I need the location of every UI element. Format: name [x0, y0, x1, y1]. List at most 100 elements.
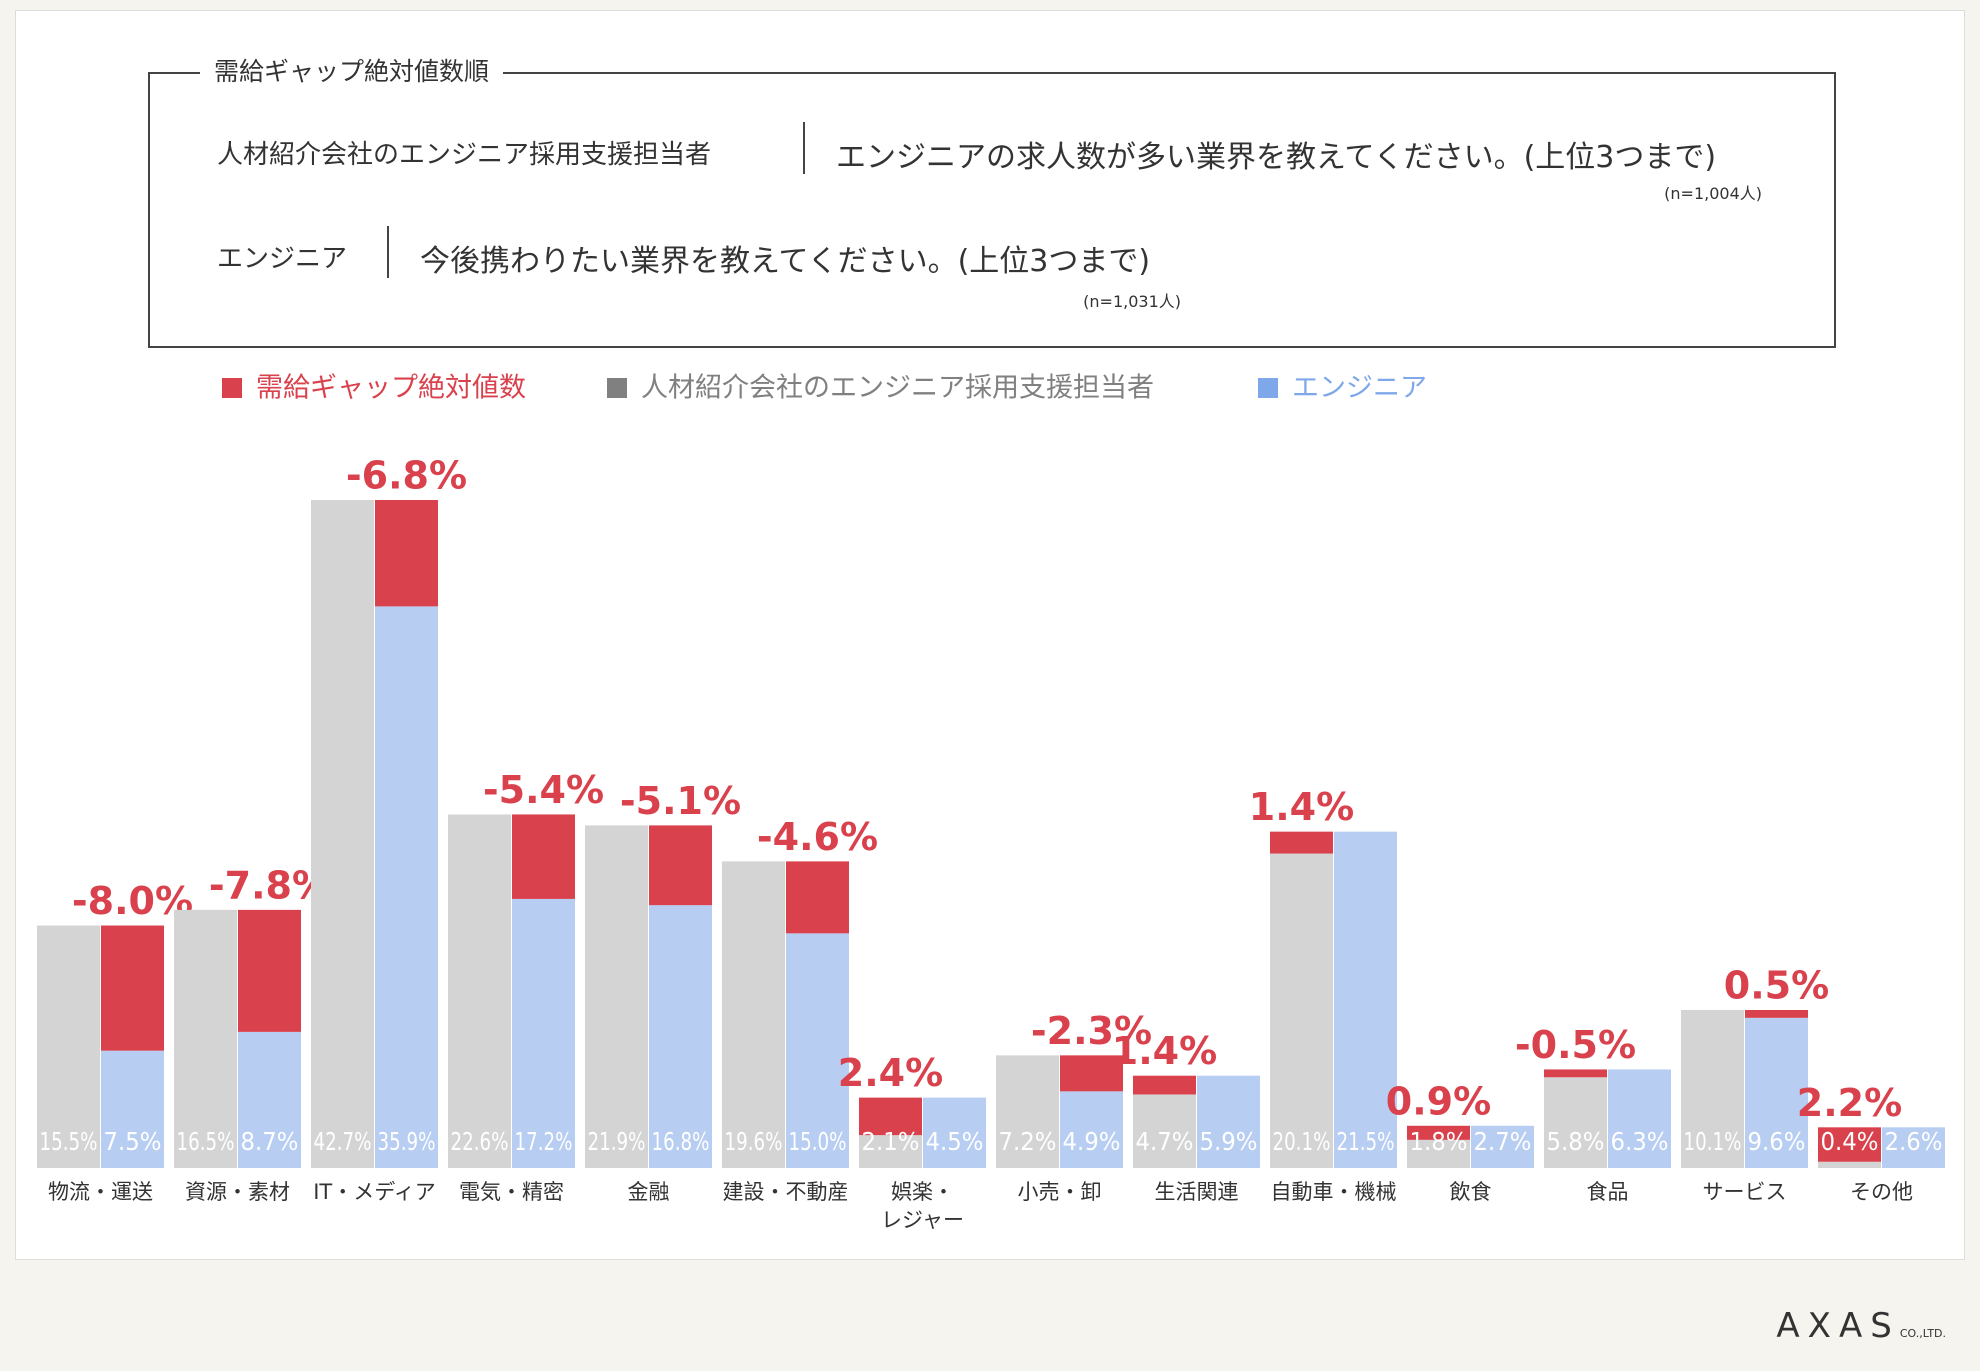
legend-swatch [607, 378, 627, 398]
bar [1681, 1009, 1744, 1168]
gap-label: -6.8% [346, 454, 467, 498]
x-tick-label: その他 [1850, 1180, 1913, 1204]
bar [786, 933, 849, 1168]
bar [923, 1097, 986, 1168]
bar [512, 898, 575, 1168]
gap-label: 1.4% [1249, 785, 1354, 829]
bar [722, 861, 785, 1168]
bar [1197, 1075, 1260, 1168]
value-label: 2.1% [862, 1127, 920, 1156]
gap-label: 0.9% [1386, 1079, 1491, 1123]
bar [1544, 1077, 1607, 1168]
x-tick-label: 建設・不動産 [722, 1180, 849, 1204]
gap-bar [1270, 831, 1333, 854]
bar [649, 905, 712, 1168]
value-label: 35.9% [378, 1127, 436, 1156]
x-tick-label: 娯楽・ レジャー [881, 1180, 964, 1232]
bar [448, 814, 511, 1168]
legend-label: 人材紹介会社のエンジニア採用支援担当者 [641, 373, 1154, 404]
gap-label: 1.4% [1112, 1029, 1217, 1073]
legend-label: 需給ギャップ絶対値数 [256, 373, 526, 404]
value-label: 15.0% [789, 1127, 847, 1156]
gap-label: -4.6% [757, 815, 878, 859]
value-label: 7.2% [999, 1127, 1057, 1156]
x-tick-label: 自動車・機械 [1270, 1180, 1397, 1204]
gap-bar [375, 500, 438, 607]
bar [37, 925, 100, 1168]
value-label: 22.6% [451, 1127, 509, 1156]
bar [101, 1050, 164, 1168]
divider [387, 226, 389, 278]
gap-bar [1133, 1075, 1196, 1095]
gap-label: -2.3% [1031, 1009, 1152, 1053]
value-label: 7.5% [104, 1127, 162, 1156]
gap-label: 2.2% [1797, 1081, 1902, 1125]
x-tick-label: 金融 [627, 1180, 670, 1204]
gap-label: -8.0% [72, 879, 193, 923]
value-label: 17.2% [515, 1127, 573, 1156]
x-tick-label: 食品 [1586, 1180, 1629, 1204]
value-label: 2.7% [1474, 1127, 1532, 1156]
sample-size: (n=1,031人) [1083, 292, 1181, 311]
x-tick-label: IT・メディア [313, 1180, 436, 1204]
bar [1133, 1094, 1196, 1168]
logo-text: AXAS [1776, 1306, 1900, 1346]
gap-bar [1818, 1127, 1881, 1162]
x-tick-label: 生活関連 [1154, 1180, 1239, 1204]
value-label: 20.1% [1273, 1127, 1331, 1156]
value-label: 4.9% [1063, 1127, 1121, 1156]
gap-bar [1407, 1125, 1470, 1140]
value-label: 5.9% [1200, 1127, 1258, 1156]
logo: AXASCO.,LTD. [1776, 1306, 1946, 1346]
bar [1608, 1069, 1671, 1168]
bar [1334, 831, 1397, 1168]
legend-swatch [1258, 378, 1278, 398]
gap-label: -0.5% [1515, 1023, 1636, 1067]
bar [1818, 1161, 1881, 1168]
gap-bar [1745, 1009, 1808, 1018]
value-label: 1.8% [1410, 1127, 1468, 1156]
gap-bar [512, 814, 575, 899]
legend-swatch [222, 378, 242, 398]
gap-label: 0.5% [1724, 963, 1829, 1007]
x-tick-label: サービス [1702, 1180, 1787, 1204]
gap-bar [238, 909, 301, 1032]
question: 今後携わりたい業界を教えてください。(上位3つまで) [420, 244, 1151, 279]
x-tick-label: 飲食 [1449, 1180, 1492, 1204]
x-tick-label: 小売・卸 [1017, 1180, 1102, 1204]
header-title: 需給ギャップ絶対値数順 [200, 52, 504, 88]
value-label: 4.7% [1136, 1127, 1194, 1156]
bar [1270, 853, 1333, 1168]
bar [1407, 1139, 1470, 1168]
value-label: 4.5% [926, 1127, 984, 1156]
x-tick-label: 資源・素材 [185, 1180, 290, 1204]
value-label: 19.6% [725, 1127, 783, 1156]
bar [311, 500, 374, 1168]
bar [174, 909, 237, 1168]
value-label: 5.8% [1547, 1127, 1605, 1156]
value-label: 21.9% [588, 1127, 646, 1156]
gap-bar [859, 1097, 922, 1136]
bar [1060, 1091, 1123, 1168]
bar [1471, 1125, 1534, 1168]
bar [1745, 1017, 1808, 1168]
value-label: 2.6% [1885, 1127, 1943, 1156]
respondent: 人材紹介会社のエンジニア採用支援担当者 [217, 140, 712, 170]
gap-label: -7.8% [209, 863, 330, 907]
divider [803, 122, 805, 174]
value-label: 16.8% [652, 1127, 710, 1156]
bar [585, 825, 648, 1168]
bar [1882, 1127, 1945, 1168]
bar [238, 1031, 301, 1168]
gap-label: -5.4% [483, 768, 604, 812]
value-label: 0.4% [1821, 1127, 1879, 1156]
logo-suffix: CO.,LTD. [1899, 1327, 1946, 1340]
value-label: 16.5% [177, 1127, 235, 1156]
value-label: 6.3% [1611, 1127, 1669, 1156]
header-box [148, 72, 1836, 348]
value-label: 10.1% [1684, 1127, 1742, 1156]
x-tick-label: 電気・精密 [459, 1180, 564, 1204]
respondent: エンジニア [217, 244, 348, 274]
x-tick-label: 物流・運送 [48, 1180, 153, 1204]
